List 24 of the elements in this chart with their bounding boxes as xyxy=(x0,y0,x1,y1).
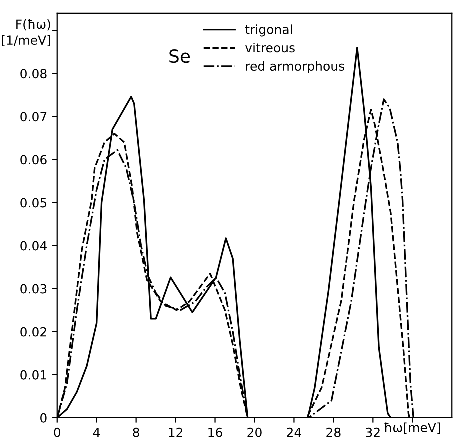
y-tick-label: 0.06 xyxy=(20,155,47,165)
x-tick-label: 0 xyxy=(54,428,61,438)
x-tick-label: 4 xyxy=(93,428,100,438)
y-tick-label: 0.08 xyxy=(20,69,47,79)
y-axis-title: F(ħω) [1/meV] xyxy=(2,19,50,47)
x-axis-title: ħω[meV] xyxy=(384,422,440,434)
y-tick-label: 0.01 xyxy=(20,370,46,380)
y-tick-label: 0.02 xyxy=(20,327,46,337)
x-tick-label: 8 xyxy=(133,428,140,438)
x-tick-label: 32 xyxy=(366,428,380,438)
y-tick-label: 0.05 xyxy=(20,198,47,208)
annotation: Se xyxy=(170,49,190,64)
x-tick-label: 16 xyxy=(208,428,222,438)
y-tick-label: 0.04 xyxy=(20,241,47,251)
legend-label: red armorphous xyxy=(246,61,344,74)
x-tick-label: 20 xyxy=(248,428,262,438)
x-tick-label: 24 xyxy=(287,428,302,438)
legend-label: vitreous xyxy=(246,43,295,53)
legend-label: trigonal xyxy=(245,24,292,37)
x-tick-label: 12 xyxy=(169,428,182,438)
y-tick-label: 0.03 xyxy=(20,284,47,294)
y-tick-label: 0 xyxy=(40,413,47,423)
y-tick-label: 0.07 xyxy=(20,112,47,122)
x-tick-label: 28 xyxy=(326,428,341,438)
